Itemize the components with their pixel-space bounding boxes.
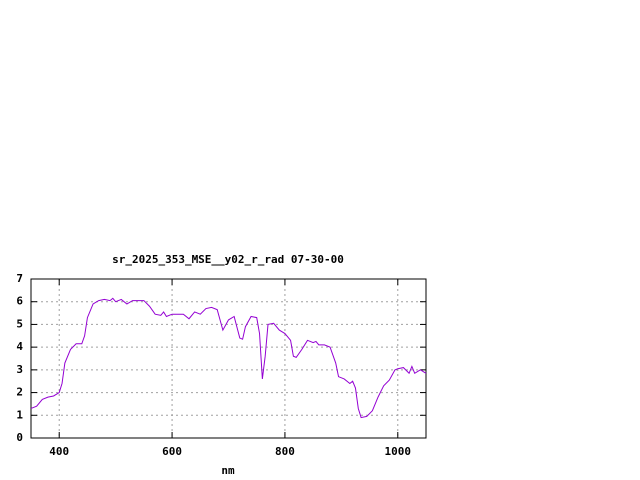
- x-axis-label: nm: [221, 464, 235, 477]
- x-tick-label: 400: [49, 445, 69, 458]
- x-tick-label: 600: [162, 445, 182, 458]
- series-line: [30, 297, 427, 419]
- x-tick-label: 1000: [385, 445, 412, 458]
- chart-title: sr_2025_353_MSE__y02_r_rad 07-30-00: [112, 253, 344, 266]
- y-tick-label: 0: [16, 431, 23, 444]
- y-tick-label: 6: [16, 295, 23, 308]
- x-tick-label: 800: [275, 445, 295, 458]
- y-tick-label: 4: [16, 340, 23, 353]
- y-tick-label: 7: [16, 272, 23, 285]
- y-tick-label: 5: [16, 317, 23, 330]
- y-tick-label: 1: [16, 408, 23, 421]
- y-tick-label: 2: [16, 386, 23, 399]
- y-tick-label: 3: [16, 363, 23, 376]
- plot-border: [30, 278, 427, 439]
